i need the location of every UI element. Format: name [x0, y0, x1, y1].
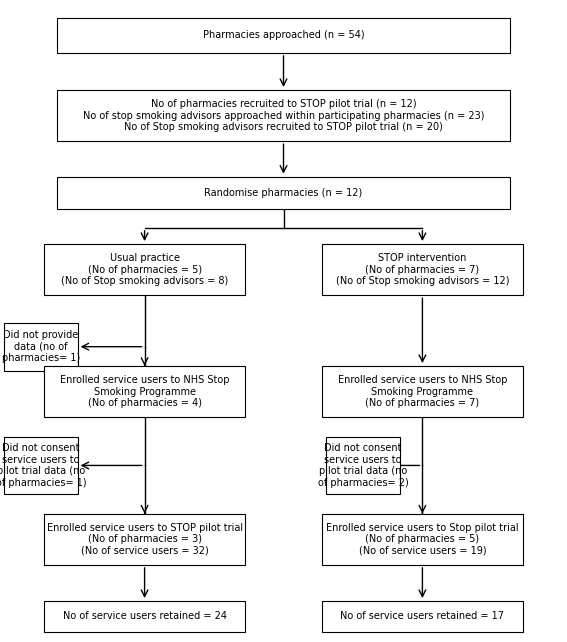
FancyBboxPatch shape — [321, 514, 523, 565]
FancyBboxPatch shape — [44, 514, 245, 565]
FancyBboxPatch shape — [44, 366, 245, 417]
Text: No of service users retained = 17: No of service users retained = 17 — [340, 611, 505, 621]
FancyBboxPatch shape — [321, 601, 523, 632]
FancyBboxPatch shape — [57, 177, 510, 209]
Text: Did not provide
data (no of
pharmacies= 1): Did not provide data (no of pharmacies= … — [2, 330, 80, 363]
Text: Enrolled service users to NHS Stop
Smoking Programme
(No of pharmacies = 7): Enrolled service users to NHS Stop Smoki… — [338, 375, 507, 408]
FancyBboxPatch shape — [57, 17, 510, 53]
Text: STOP intervention
(No of pharmacies = 7)
(No of Stop smoking advisors = 12): STOP intervention (No of pharmacies = 7)… — [336, 253, 509, 286]
FancyBboxPatch shape — [57, 90, 510, 141]
FancyBboxPatch shape — [44, 244, 245, 295]
Text: Did not consent
service users to
pilot trial data (no
of pharmacies= 2): Did not consent service users to pilot t… — [318, 443, 408, 488]
Text: Enrolled service users to NHS Stop
Smoking Programme
(No of pharmacies = 4): Enrolled service users to NHS Stop Smoki… — [60, 375, 229, 408]
FancyBboxPatch shape — [44, 601, 245, 632]
Text: Pharmacies approached (n = 54): Pharmacies approached (n = 54) — [202, 30, 365, 40]
Text: Enrolled service users to STOP pilot trial
(No of pharmacies = 3)
(No of service: Enrolled service users to STOP pilot tri… — [46, 523, 243, 556]
Text: Usual practice
(No of pharmacies = 5)
(No of Stop smoking advisors = 8): Usual practice (No of pharmacies = 5) (N… — [61, 253, 228, 286]
Text: Randomise pharmacies (n = 12): Randomise pharmacies (n = 12) — [204, 187, 363, 198]
Text: Did not consent
service users to
pilot trial data (no
of pharmacies= 1): Did not consent service users to pilot t… — [0, 443, 86, 488]
FancyBboxPatch shape — [326, 437, 400, 494]
Text: No of pharmacies recruited to STOP pilot trial (n = 12)
No of stop smoking advis: No of pharmacies recruited to STOP pilot… — [83, 99, 484, 132]
Text: Enrolled service users to Stop pilot trial
(No of pharmacies = 5)
(No of service: Enrolled service users to Stop pilot tri… — [326, 523, 519, 556]
Text: No of service users retained = 24: No of service users retained = 24 — [62, 611, 227, 621]
FancyBboxPatch shape — [4, 322, 78, 371]
FancyBboxPatch shape — [321, 244, 523, 295]
FancyBboxPatch shape — [321, 366, 523, 417]
FancyBboxPatch shape — [4, 437, 78, 494]
